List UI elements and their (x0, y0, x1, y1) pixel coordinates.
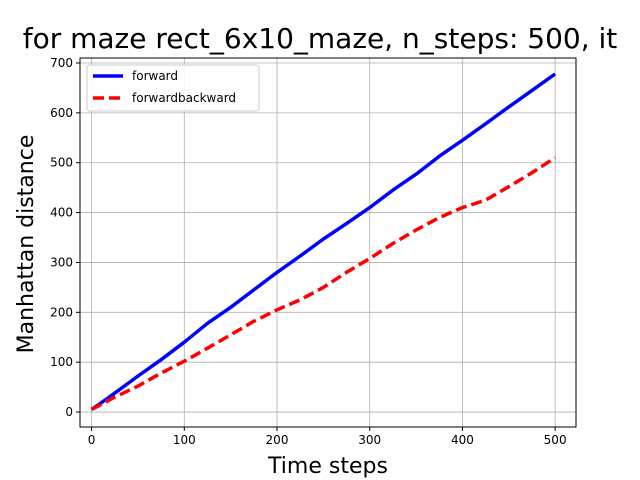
y-tick-label: 600 (50, 106, 73, 120)
y-tick-label: 200 (50, 305, 73, 319)
x-tick-label: 100 (173, 433, 196, 447)
legend: forward forwardbackward (86, 64, 260, 112)
y-tick-label: 700 (50, 56, 73, 70)
x-tick-label: 300 (358, 433, 381, 447)
x-tick-label: 500 (544, 433, 567, 447)
grid (80, 58, 576, 427)
y-axis-label: Manhattan distance (14, 135, 39, 354)
x-axis-label: Time steps (267, 454, 388, 479)
plot-frame (79, 57, 577, 428)
legend-label: forward (132, 69, 178, 83)
y-tick-label: 0 (65, 405, 73, 419)
x-tick-label: 200 (266, 433, 289, 447)
y-tick-label: 100 (50, 355, 73, 369)
series-line-forwardbackward (90, 156, 557, 412)
y-tick-label: 300 (50, 255, 73, 269)
x-axis: 0 100 200 300 400 500 (88, 427, 567, 447)
y-axis: 0 100 200 300 400 500 600 700 (50, 56, 80, 419)
y-tick-label: 400 (50, 206, 73, 220)
legend-box (86, 64, 260, 112)
x-tick-label: 0 (88, 433, 96, 447)
y-tick-label: 500 (50, 156, 73, 170)
legend-label: forwardbackward (132, 91, 236, 105)
series-lines (90, 72, 557, 412)
x-tick-label: 400 (451, 433, 474, 447)
series-line-forward (90, 72, 557, 411)
chart-title: for maze rect_6x10_maze, n_steps: 500, i… (23, 22, 618, 55)
